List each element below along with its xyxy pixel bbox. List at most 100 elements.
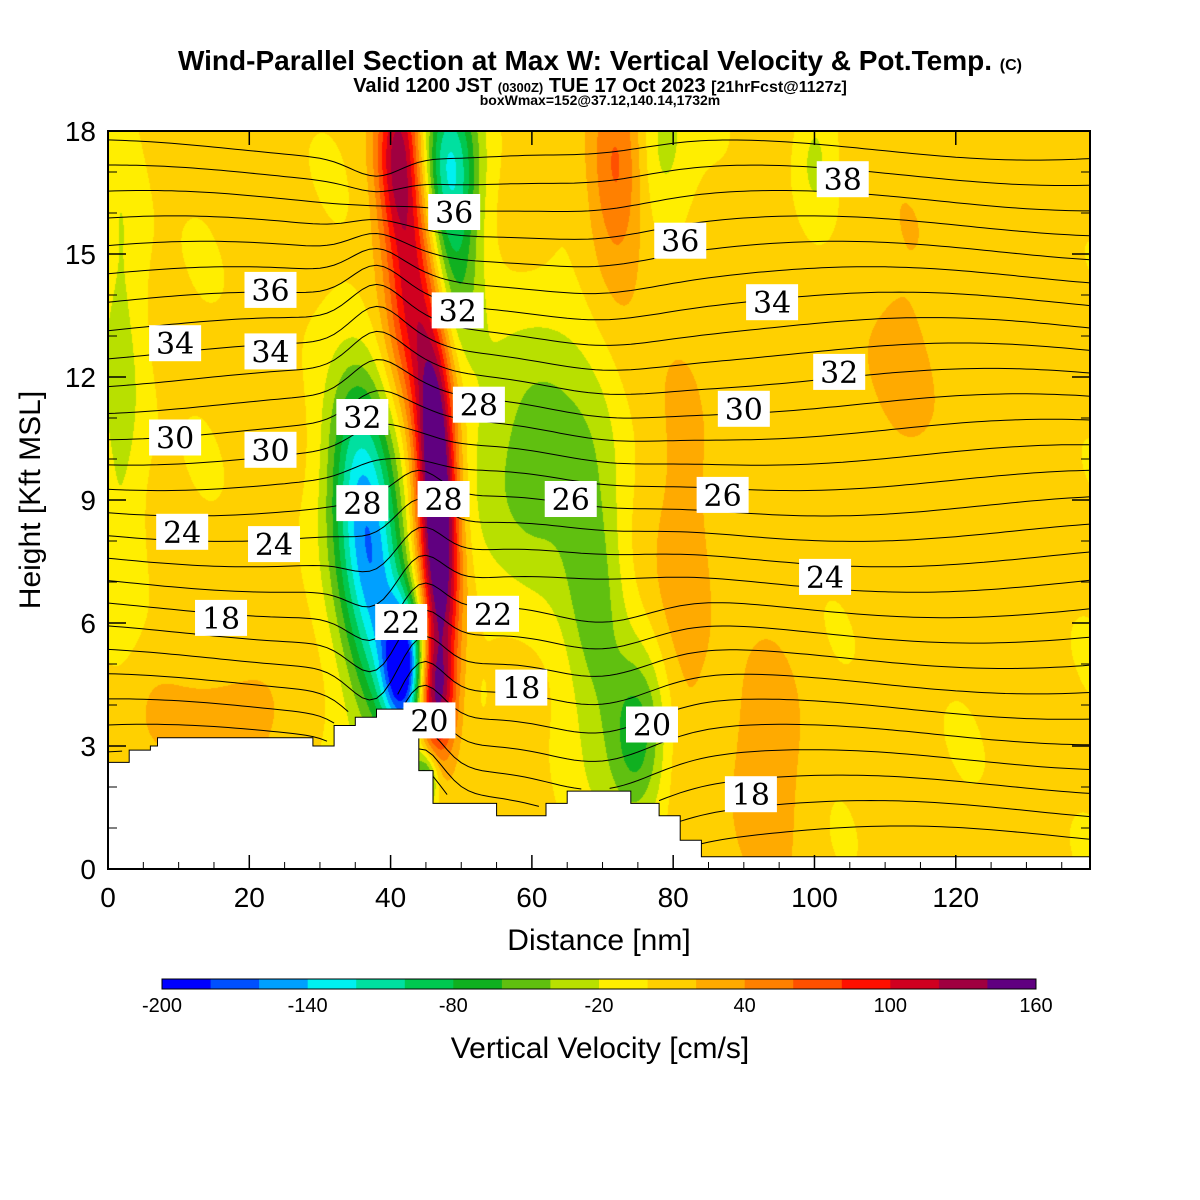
colorbar-tick-label: 40 (734, 995, 756, 1017)
theta-contour (108, 283, 1090, 346)
contour-label-text: 18 (502, 672, 540, 707)
contour-label: 22 (467, 595, 520, 633)
theta-contour (108, 554, 1090, 608)
contour-label: 32 (431, 292, 484, 329)
theta-contour (108, 635, 1090, 701)
contour-label: 32 (813, 353, 866, 391)
contour-label-text: 36 (661, 225, 699, 260)
contour-label: 18 (724, 776, 777, 813)
theta-contour (108, 215, 1090, 240)
contour-label: 34 (244, 333, 297, 370)
y-tick-label: 3 (80, 731, 96, 762)
contour-label: 38 (816, 161, 869, 198)
colorbar-swatch (162, 979, 212, 989)
contour-label-text: 28 (343, 487, 381, 522)
colorbar-frame (161, 978, 1037, 990)
theta-contour (108, 190, 1090, 212)
contour-label-text: 38 (824, 163, 862, 198)
colorbar-swatch (696, 979, 746, 989)
theta-contour (108, 698, 335, 724)
colorbar-tick-label: 100 (874, 995, 907, 1017)
theta-contour (418, 707, 1090, 762)
contour-label: 18 (195, 599, 248, 637)
colorbar-swatch (210, 979, 260, 989)
chart-subtitle-box: boxWmax=152@37.12,140.14,1732m (480, 92, 721, 108)
y-tick-label: 15 (65, 239, 96, 270)
theta-contour (701, 825, 1090, 845)
theta-contour (432, 775, 448, 795)
colorbar-swatch (501, 979, 551, 989)
contour-label-text: 18 (732, 778, 770, 813)
contour-label: 36 (244, 271, 297, 309)
x-tick-label: 0 (100, 882, 116, 913)
x-tick-label: 40 (375, 882, 406, 913)
contour-label: 20 (625, 706, 678, 744)
theta-contour (108, 750, 123, 753)
contour-label-text: 28 (460, 389, 498, 424)
chart-title: Wind-Parallel Section at Max W: Vertical… (178, 45, 1022, 76)
colorbar-tick-label: -200 (142, 995, 182, 1017)
colorbar-swatch (793, 979, 843, 989)
contour-label-text: 20 (410, 704, 448, 739)
x-tick-label: 120 (932, 882, 979, 913)
theta-contour (418, 748, 540, 807)
chart-subtitle: Valid 1200 JST (0300Z) TUE 17 Oct 2023 [… (353, 75, 847, 97)
contour-label-text: 28 (424, 483, 462, 518)
contour-label: 28 (452, 386, 505, 424)
colorbar-tick-label: -20 (585, 995, 614, 1017)
colorbar-swatch (356, 979, 406, 989)
contour-label: 30 (149, 419, 202, 457)
contour-label-text: 26 (552, 483, 590, 518)
y-tick-label: 6 (80, 608, 96, 639)
contour-label: 28 (417, 481, 470, 518)
contour-label: 24 (799, 558, 852, 596)
contour-label-text: 30 (725, 393, 763, 428)
contour-label: 32 (336, 399, 389, 436)
contour-label-text: 24 (163, 516, 201, 551)
colorbar-swatch (259, 979, 309, 989)
theta-contour (609, 749, 1090, 789)
terrain-mask (107, 708, 1091, 870)
theta-contour (418, 728, 582, 790)
colorbar-swatch (841, 979, 891, 989)
contour-label: 30 (717, 390, 770, 428)
contour-label: 36 (654, 222, 707, 260)
y-tick-label: 9 (80, 485, 96, 516)
y-tick-label: 0 (80, 854, 96, 885)
contour-label: 36 (428, 194, 481, 231)
contour-labels: 36 34 34 30 30 24 24 18 32 28 22 20 36 32 28 28 22 18 26 36… (149, 161, 869, 813)
contour-label-text: 22 (474, 598, 512, 633)
contour-label-text: 20 (633, 709, 671, 744)
colorbar-label: Vertical Velocity [cm/s] (451, 1032, 749, 1065)
contour-label-text: 34 (156, 327, 194, 362)
theta-contour (108, 232, 1090, 268)
colorbar-swatch (647, 979, 697, 989)
theta-contour (108, 673, 349, 712)
y-axis-label: Height [Kft MSL] (14, 391, 47, 609)
contour-label-text: 34 (251, 335, 289, 370)
colorbar-tick-label: -80 (439, 995, 468, 1017)
colorbar-tick-label: 160 (1019, 995, 1052, 1017)
contour-label-text: 34 (753, 286, 791, 321)
theta-contour (404, 684, 1090, 734)
contour-label-text: 24 (806, 561, 844, 596)
theta-contour (108, 582, 1090, 642)
contour-label: 34 (746, 284, 799, 321)
theta-contour (108, 457, 1090, 492)
x-tick-label: 100 (791, 882, 838, 913)
colorbar-swatch (404, 979, 454, 989)
theta-contour (108, 359, 1090, 419)
colorbar-swatch (599, 979, 649, 989)
colorbar-swatch (744, 979, 794, 989)
contour-label-text: 32 (439, 294, 477, 329)
x-tick-label: 80 (658, 882, 689, 913)
contour-label-text: 18 (202, 602, 240, 637)
contour-label-text: 36 (435, 196, 473, 231)
contour-label: 30 (244, 431, 297, 469)
contour-label-text: 24 (255, 528, 293, 563)
contour-label-text: 36 (251, 274, 289, 309)
theta-contour (108, 247, 1090, 295)
